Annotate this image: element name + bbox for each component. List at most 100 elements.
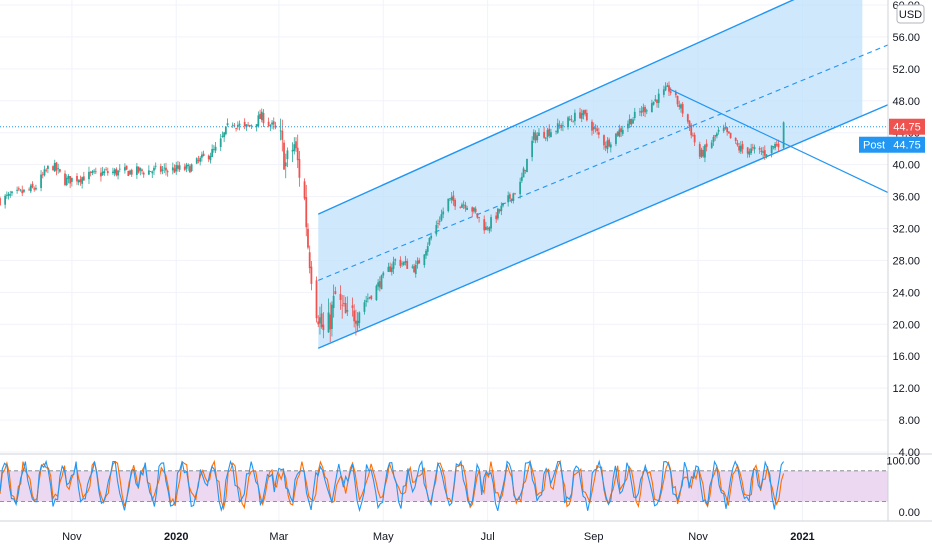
candle-body [93, 170, 96, 172]
time-tick-label: 2021 [790, 531, 814, 543]
oscillator-axis[interactable]: 0.00 100.00 [886, 456, 920, 519]
candle-body [284, 162, 287, 167]
candle-body [753, 147, 756, 150]
candle-body [363, 302, 366, 312]
candle-body [722, 127, 725, 132]
candle-body [442, 211, 445, 215]
candle-body [591, 121, 593, 131]
candle-body [739, 145, 742, 152]
channel-upper-line [317, 0, 795, 215]
candle-body [669, 91, 672, 93]
candle-body [654, 99, 657, 101]
candle-body [377, 282, 380, 287]
currency-label[interactable]: USD [896, 4, 925, 24]
price-axis[interactable]: 8.00 12.00 16.00 20.00 24.00 28.00 32.00 36.00 4… [892, 0, 920, 459]
candle-body [17, 188, 20, 190]
candle-body [775, 144, 778, 146]
candle-body [40, 174, 42, 188]
price-tick-label: 12.00 [892, 383, 920, 395]
candle-body [272, 121, 275, 125]
candle-body [127, 171, 130, 177]
candle-body [582, 110, 585, 116]
candle-body [223, 132, 226, 138]
candle-body [378, 281, 381, 288]
candle-body [688, 120, 691, 127]
candle-body [462, 204, 465, 206]
candle-body [118, 168, 121, 170]
candle-body [562, 125, 564, 127]
candle-body [413, 266, 415, 273]
candle-body [82, 176, 85, 181]
candle-body [478, 217, 480, 218]
candle-body [698, 144, 701, 157]
candle-body [344, 303, 347, 314]
candle-body [308, 252, 311, 269]
candle-body [135, 166, 138, 175]
candle-body [716, 133, 718, 137]
candle-body [604, 145, 607, 148]
candle-body [490, 217, 492, 229]
candle-body [147, 170, 150, 175]
candle-body [741, 144, 744, 150]
candle-body [175, 165, 178, 172]
candle-body [368, 297, 371, 298]
price-tick-label: 28.00 [892, 255, 920, 267]
candle-body [212, 149, 215, 150]
candle-body [510, 198, 513, 201]
candle-body [644, 107, 646, 113]
candle-body [524, 170, 527, 171]
candle-body [570, 119, 573, 121]
candle-body [454, 200, 457, 207]
candle-body [293, 144, 296, 152]
candle-body [656, 99, 658, 104]
candle-body [183, 166, 186, 170]
candle-body [486, 227, 489, 229]
candle-body [21, 190, 24, 194]
channel-midline [318, 44, 888, 281]
candle-body [53, 162, 56, 172]
candle-body [585, 112, 588, 121]
candle-body [531, 140, 534, 158]
candle-body [243, 121, 246, 126]
candle-body [262, 112, 265, 124]
oscillator-tick-label: 100.00 [886, 456, 920, 468]
candle-body [151, 171, 154, 174]
candle-body [650, 103, 653, 113]
price-tick-label: 52.00 [892, 64, 920, 76]
candle-body [700, 149, 703, 157]
candle-body [738, 145, 741, 151]
candle-body [153, 167, 155, 171]
candle-body [387, 266, 390, 272]
candle-body [748, 151, 751, 155]
candle-body [69, 176, 72, 184]
parallel-channel [317, 0, 888, 349]
candle-body [507, 195, 510, 203]
time-axis[interactable]: Nov 2020 Mar May Jul Sep Nov 2021 [62, 531, 815, 543]
candle-body [178, 165, 181, 170]
candle-body [45, 169, 48, 171]
candle-body [712, 136, 715, 142]
candle-body [618, 129, 621, 137]
candle-body [546, 130, 549, 137]
candle-body [334, 291, 337, 295]
candle-body [33, 188, 36, 190]
candle-body [502, 202, 504, 206]
candle-body [35, 187, 37, 190]
candle-body [514, 193, 516, 195]
price-tick-label: 20.00 [892, 319, 920, 331]
candle-body [714, 135, 717, 137]
candle-body [317, 321, 320, 325]
candle-body [271, 122, 273, 125]
time-tick-label: Sep [584, 531, 604, 543]
candle-body [41, 174, 44, 176]
candle-body [596, 128, 599, 131]
candle-body [47, 165, 49, 169]
candle-body [435, 225, 438, 235]
candle-body [9, 194, 12, 196]
candle-body [678, 104, 681, 108]
candle-body [274, 125, 277, 128]
candle-body [250, 125, 253, 127]
candle-body [189, 166, 191, 173]
candle-body [466, 207, 468, 210]
